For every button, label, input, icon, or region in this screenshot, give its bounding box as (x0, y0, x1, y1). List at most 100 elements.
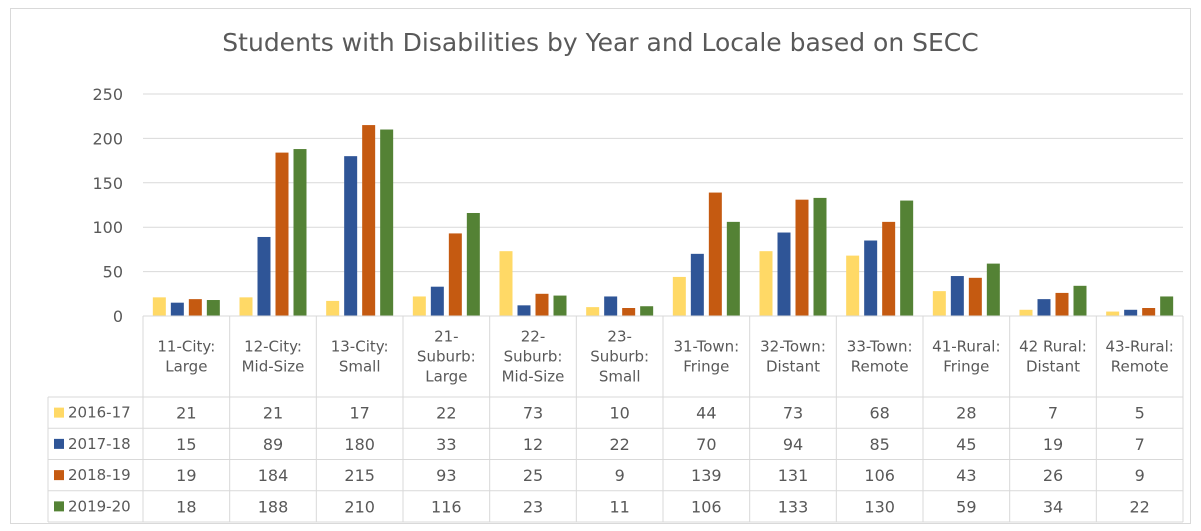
data-label: 11 (609, 497, 629, 516)
x-tick-label: 33-Town: (847, 338, 913, 356)
bar (170, 302, 184, 316)
bar (1124, 309, 1138, 316)
data-label: 17 (349, 404, 369, 423)
legend-label: 2018-19 (68, 466, 131, 484)
bar (900, 200, 914, 316)
data-label: 106 (864, 466, 895, 485)
data-label: 116 (431, 497, 462, 516)
x-tick-label: 32-Town: (760, 338, 826, 356)
x-tick-label: 21- (434, 328, 459, 346)
y-tick-label: 150 (92, 174, 123, 193)
data-label: 26 (1043, 466, 1063, 485)
data-label: 106 (691, 497, 722, 516)
data-label: 180 (344, 435, 375, 454)
legend-swatch (54, 470, 64, 481)
data-label: 94 (783, 435, 803, 454)
bar (1073, 285, 1087, 316)
x-tick-label: Large (165, 358, 207, 376)
data-label: 68 (869, 404, 889, 423)
y-tick-label: 50 (103, 263, 123, 282)
data-label: 22 (436, 404, 456, 423)
bar (535, 293, 549, 316)
data-label: 184 (258, 466, 289, 485)
bar (1019, 309, 1033, 316)
data-label: 22 (1129, 497, 1149, 516)
bar (813, 197, 827, 316)
x-tick-label: 31-Town: (673, 338, 739, 356)
data-label: 73 (783, 404, 803, 423)
bar (882, 221, 896, 316)
data-label: 43 (956, 466, 976, 485)
data-label: 19 (1043, 435, 1063, 454)
data-label: 133 (778, 497, 809, 516)
data-label: 9 (1135, 466, 1145, 485)
y-tick-label: 200 (92, 129, 123, 148)
y-tick-label: 0 (113, 307, 123, 326)
data-label: 21 (263, 404, 283, 423)
bar (726, 221, 740, 316)
bar (1106, 311, 1120, 316)
x-tick-label: 12-City: (244, 338, 302, 356)
data-label: 215 (344, 466, 375, 485)
bar (466, 212, 480, 316)
data-label: 85 (869, 435, 889, 454)
bar (188, 299, 202, 316)
data-label: 10 (609, 404, 629, 423)
x-tick-label: Large (425, 368, 467, 386)
bar (1160, 296, 1174, 316)
legend-label: 2016-17 (68, 404, 131, 422)
bar (499, 251, 513, 316)
data-label: 22 (609, 435, 629, 454)
bar (152, 297, 166, 316)
bar (708, 192, 722, 316)
bar (795, 199, 809, 316)
y-tick-label: 250 (92, 85, 123, 104)
bar (640, 306, 654, 316)
data-label: 73 (523, 404, 543, 423)
x-tick-label: 23- (607, 328, 632, 346)
x-tick-label: Mid-Size (502, 368, 565, 386)
data-label: 93 (436, 466, 456, 485)
x-tick-label: Remote (851, 358, 909, 376)
data-label: 210 (344, 497, 375, 516)
bar (380, 129, 394, 316)
data-label: 44 (696, 404, 716, 423)
data-label: 70 (696, 435, 716, 454)
bar (257, 236, 271, 316)
bar (586, 307, 600, 316)
x-tick-label: Mid-Size (242, 358, 305, 376)
data-label: 34 (1043, 497, 1063, 516)
data-label: 139 (691, 466, 722, 485)
x-tick-label: Suburb: (504, 348, 563, 366)
bar (344, 156, 358, 316)
data-label: 9 (615, 466, 625, 485)
data-label: 45 (956, 435, 976, 454)
bar (326, 300, 340, 316)
bar (950, 276, 964, 316)
legend-swatch (54, 438, 64, 449)
x-tick-label: Suburb: (417, 348, 476, 366)
x-tick-label: Fringe (683, 358, 729, 376)
data-label: 12 (523, 435, 543, 454)
bar (672, 276, 686, 316)
data-label: 23 (523, 497, 543, 516)
bar (430, 286, 444, 316)
bar (1055, 292, 1069, 316)
data-label: 28 (956, 404, 976, 423)
bar (362, 125, 376, 316)
bar (846, 255, 860, 316)
bar (932, 291, 946, 316)
legend-label: 2017-18 (68, 435, 131, 453)
bar (239, 297, 253, 316)
x-tick-label: Fringe (943, 358, 989, 376)
bar (275, 152, 289, 316)
data-label: 18 (176, 497, 196, 516)
bar (553, 295, 567, 316)
bar (1037, 299, 1051, 316)
y-tick-label: 100 (92, 218, 123, 237)
legend-swatch (54, 407, 64, 418)
bar (1142, 308, 1156, 316)
bar (690, 253, 704, 316)
x-tick-label: Distant (1026, 358, 1080, 376)
